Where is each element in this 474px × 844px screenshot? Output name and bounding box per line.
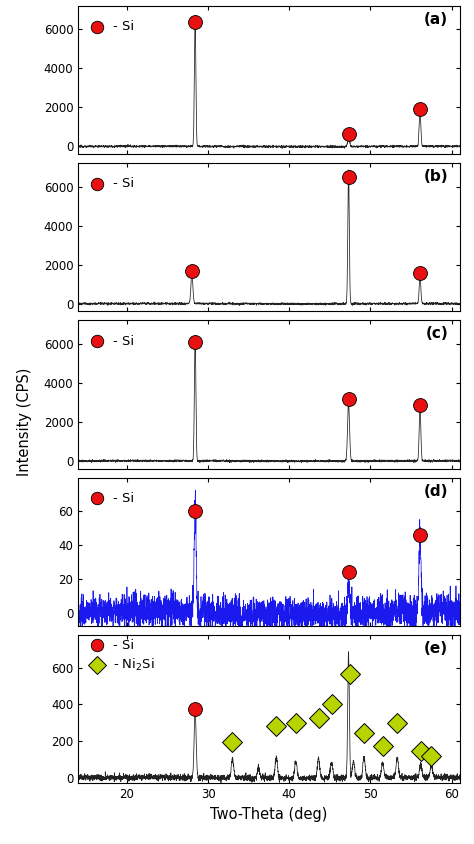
Text: (a): (a) xyxy=(424,12,448,27)
Text: (b): (b) xyxy=(424,169,448,184)
Text: - Si: - Si xyxy=(112,335,134,348)
Text: - Ni$_2$Si: - Ni$_2$Si xyxy=(112,657,155,673)
Text: Intensity (CPS): Intensity (CPS) xyxy=(17,368,32,476)
Text: - Si: - Si xyxy=(112,177,134,191)
Text: - Si: - Si xyxy=(112,492,134,505)
Text: - Si: - Si xyxy=(112,20,134,33)
Text: (c): (c) xyxy=(426,327,448,341)
X-axis label: Two-Theta (deg): Two-Theta (deg) xyxy=(210,807,328,822)
Text: - Si: - Si xyxy=(112,639,134,652)
Text: (e): (e) xyxy=(424,641,448,656)
Text: (d): (d) xyxy=(424,484,448,499)
